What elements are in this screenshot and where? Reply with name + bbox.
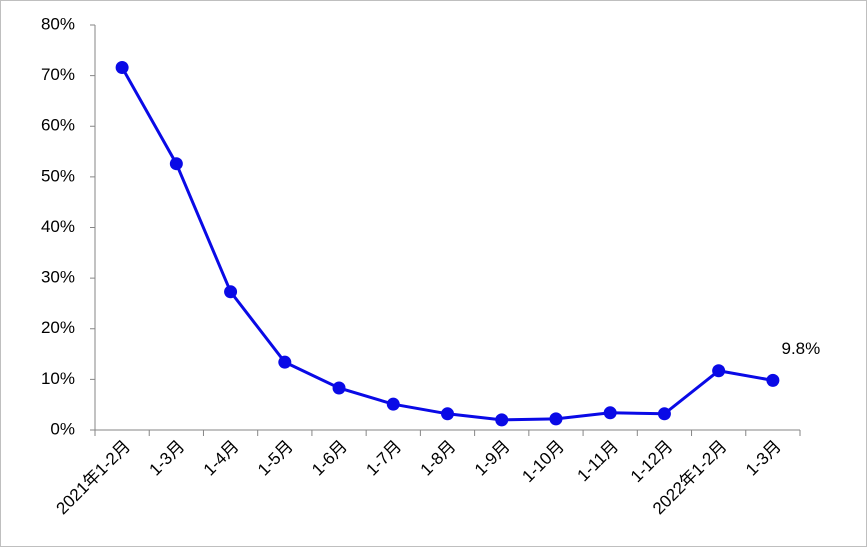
marker	[224, 285, 238, 299]
y-tick-label: 80%	[41, 14, 75, 33]
marker	[386, 397, 400, 411]
marker	[712, 364, 726, 378]
marker	[766, 373, 780, 387]
marker	[332, 381, 346, 395]
y-tick-label: 70%	[41, 65, 75, 84]
y-tick-label: 10%	[41, 369, 75, 388]
marker	[549, 412, 563, 426]
marker	[495, 413, 509, 427]
marker	[115, 61, 129, 75]
marker	[603, 406, 617, 420]
y-tick-label: 30%	[41, 268, 75, 287]
y-tick-label: 50%	[41, 166, 75, 185]
marker	[169, 157, 183, 171]
y-tick-label: 20%	[41, 318, 75, 337]
data-label: 9.8%	[782, 339, 821, 358]
marker	[657, 407, 671, 421]
marker	[441, 407, 454, 421]
marker	[278, 355, 292, 369]
y-tick-label: 0%	[50, 419, 75, 438]
y-tick-label: 40%	[41, 217, 75, 236]
y-tick-label: 60%	[41, 116, 75, 135]
